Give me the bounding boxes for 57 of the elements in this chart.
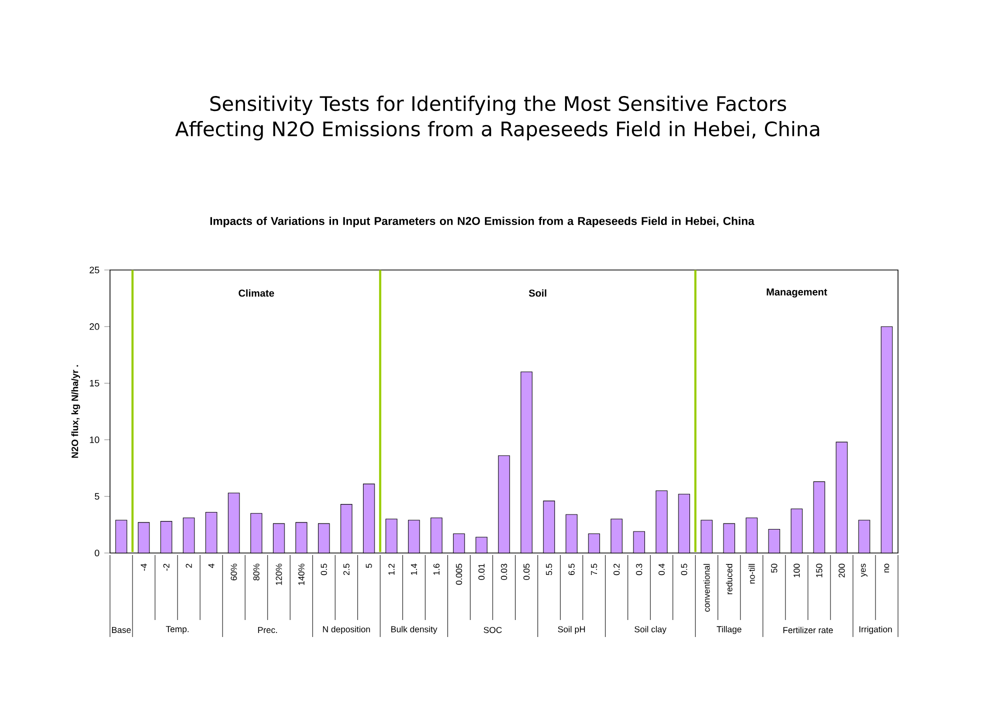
x-tick-label: 1.2 xyxy=(388,564,394,575)
x-tick-label: 2.5 xyxy=(343,564,350,576)
x-tick-label: conventional xyxy=(703,564,710,612)
text: SOC xyxy=(484,626,502,634)
x-tick-label: 0.01 xyxy=(478,564,485,580)
text: Prec. xyxy=(258,626,277,634)
y-tick-label: 10 xyxy=(90,436,100,444)
x-tick-label: 0.2 xyxy=(614,564,620,576)
chart-subtitle: Impacts of Variations in Input Parameters on N2O Emission from a Rapeseeds Field in Hebei, China xyxy=(210,216,754,228)
y-tick-label: 0 xyxy=(94,550,100,556)
x-tick-label: 50 xyxy=(771,564,778,573)
x-tick-label: 1.4 xyxy=(410,564,417,575)
y-tick-label: 20 xyxy=(90,323,100,330)
chart-title: Sensitivity Tests for Identifying the Most Sensitive Factors Affecting N2O Emissions from a Rapeseeds Field in Hebei, China xyxy=(175,96,820,140)
x-tick-label: 150 xyxy=(816,564,822,578)
y-tick-label: 15 xyxy=(90,380,100,386)
annotation: Soil xyxy=(528,289,546,297)
y-axis-title: N2O flux, kg N/ha/yr . xyxy=(71,365,80,458)
x-tick-label: 5.5 xyxy=(546,564,552,576)
x-tick-label: 0.03 xyxy=(500,564,508,580)
x-tick-label: 0.3 xyxy=(636,564,642,576)
x-tick-label: 7.5 xyxy=(591,564,598,576)
x-tick-label: 120% xyxy=(276,564,282,585)
x-tick-label: 0.4 xyxy=(658,564,665,576)
x-tick-label: 0.05 xyxy=(523,564,530,580)
x-tick-label: 0.005 xyxy=(456,564,462,585)
x-tick-label: 4 xyxy=(208,564,214,568)
x-tick-label: 6.5 xyxy=(568,564,575,576)
annotation: Management xyxy=(766,288,828,298)
text: Fertilizer rate xyxy=(783,626,833,634)
text: Bulk density xyxy=(391,626,438,634)
text: N deposition xyxy=(323,626,370,634)
y-tick-label: 5 xyxy=(94,493,100,500)
x-tick-label: 200 xyxy=(838,564,845,578)
x-tick-label: 140% xyxy=(298,564,304,585)
x-tick-label: no xyxy=(884,564,890,572)
text: Base xyxy=(112,626,131,634)
y-tick-label: 25 xyxy=(90,266,100,274)
x-tick-label: 60% xyxy=(230,564,237,580)
annotation: Climate xyxy=(238,289,274,297)
x-tick-label: reduced xyxy=(726,564,732,594)
text: Temp. xyxy=(166,626,189,634)
x-tick-label: 80% xyxy=(253,564,260,580)
x-tick-label: -4 xyxy=(140,564,147,571)
text: Tillage xyxy=(716,626,742,634)
x-tick-label: 0.5 xyxy=(681,564,688,576)
text: Soil pH xyxy=(558,626,585,634)
text: Soil clay xyxy=(634,626,666,634)
x-tick-label: 1.6 xyxy=(433,564,440,575)
x-tick-label: 100 xyxy=(794,564,800,578)
x-tick-label: 0.5 xyxy=(320,564,327,576)
x-tick-label: no-till xyxy=(748,564,755,584)
x-tick-label: yes xyxy=(861,564,868,577)
x-tick-label: -2 xyxy=(163,564,170,571)
x-tick-label: 5 xyxy=(366,564,372,568)
text: Irrigation xyxy=(859,626,892,634)
x-tick-label: 2 xyxy=(186,564,192,568)
